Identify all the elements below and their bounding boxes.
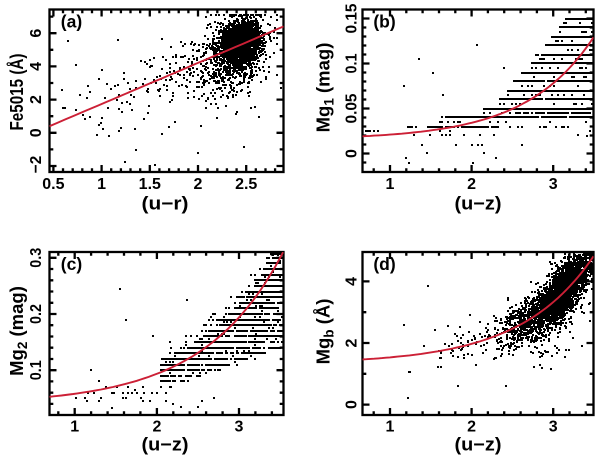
svg-text:4: 4: [28, 62, 45, 71]
svg-text:2: 2: [194, 176, 203, 193]
svg-text:1: 1: [386, 176, 395, 193]
svg-text:0: 0: [344, 149, 361, 158]
svg-text:1.5: 1.5: [139, 176, 161, 193]
svg-text:3: 3: [549, 176, 558, 193]
svg-text:0.2: 0.2: [28, 304, 45, 324]
svg-text:0: 0: [28, 128, 45, 137]
svg-text:(u−r): (u−r): [142, 193, 189, 214]
svg-text:0.1: 0.1: [344, 53, 361, 73]
svg-text:(b): (b): [373, 12, 395, 32]
svg-text:0.05: 0.05: [344, 93, 361, 123]
svg-text:−2: −2: [28, 156, 45, 174]
svg-text:Mg1 (mag): Mg1 (mag): [313, 43, 337, 133]
svg-text:(d): (d): [373, 254, 395, 274]
svg-text:4: 4: [344, 277, 361, 286]
svg-text:1: 1: [386, 419, 395, 436]
svg-text:2: 2: [152, 419, 161, 436]
svg-text:3: 3: [549, 419, 558, 436]
svg-text:0: 0: [344, 400, 361, 409]
svg-text:1: 1: [70, 419, 79, 436]
svg-text:Mg2 (mag): Mg2 (mag): [6, 286, 30, 376]
svg-text:Fe5015 (Å): Fe5015 (Å): [6, 54, 27, 131]
svg-text:3: 3: [235, 419, 244, 436]
svg-text:0.5: 0.5: [42, 176, 64, 193]
svg-text:0.1: 0.1: [28, 360, 45, 380]
svg-text:(u−z): (u−z): [142, 434, 189, 455]
svg-text:2: 2: [28, 95, 45, 104]
svg-text:2: 2: [467, 176, 476, 193]
svg-text:1: 1: [97, 176, 106, 193]
svg-text:2.5: 2.5: [235, 176, 257, 193]
svg-text:0.3: 0.3: [28, 248, 45, 268]
svg-text:(c): (c): [61, 254, 82, 274]
svg-text:2: 2: [344, 338, 361, 347]
svg-text:(u−z): (u−z): [455, 193, 502, 214]
svg-text:(u−z): (u−z): [455, 434, 502, 455]
svg-text:2: 2: [467, 419, 476, 436]
svg-text:0.15: 0.15: [344, 3, 361, 33]
svg-text:(a): (a): [61, 12, 82, 32]
svg-text:6: 6: [28, 29, 45, 38]
